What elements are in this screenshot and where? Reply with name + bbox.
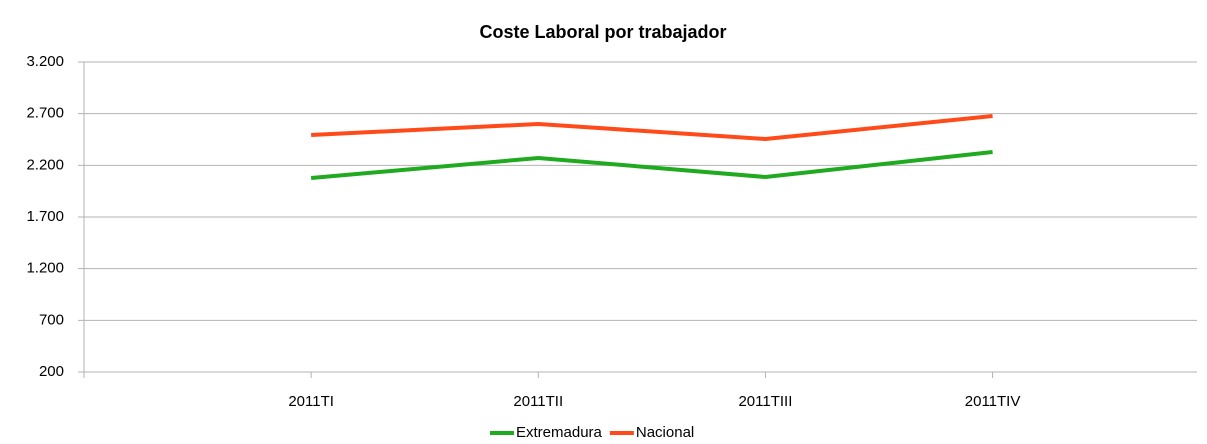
y-tick-label: 200 [39,363,64,380]
legend-label: Nacional [636,424,694,441]
legend-label: Extremadura [516,424,603,441]
x-tick-label: 2011TIV [965,393,1021,410]
line-series [310,150,993,181]
y-tick-label: 3.200 [26,53,64,70]
x-tick-label: 2011TII [513,393,563,410]
x-tick-label: 2011TI [288,393,334,410]
y-tick-label: 2.200 [26,156,64,173]
line-series [311,114,993,141]
chart-title: Coste Laboral por trabajador [479,22,726,42]
y-tick-label: 700 [39,311,64,328]
y-tick-label: 1.700 [26,208,64,225]
y-tick-label: 1.200 [26,260,64,277]
y-tick-label: 2.700 [26,105,64,122]
x-tick-label: 2011TIII [738,393,792,410]
